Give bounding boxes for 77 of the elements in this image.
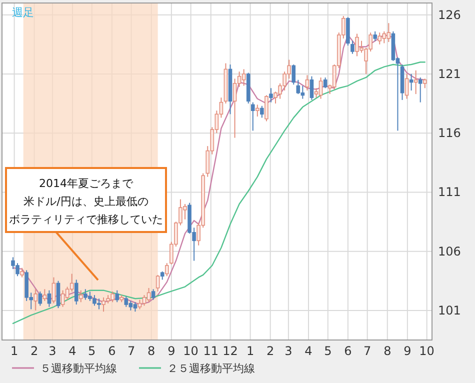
y-tick-label: 101 bbox=[438, 303, 461, 318]
x-tick-label: 8 bbox=[148, 344, 156, 358]
annotation: 2014年夏ごろまで bbox=[39, 177, 134, 190]
x-tick-label: 1 bbox=[10, 344, 18, 358]
candlestick bbox=[115, 290, 119, 303]
candlestick bbox=[409, 73, 414, 91]
candlestick bbox=[34, 288, 38, 311]
x-tick-label: 11 bbox=[203, 344, 218, 358]
x-tick-label: 9 bbox=[404, 344, 412, 358]
candlestick bbox=[404, 73, 409, 100]
legend-label: ５週移動平均線 bbox=[40, 362, 117, 375]
candlestick bbox=[300, 85, 305, 100]
chart-title: 週足 bbox=[12, 6, 34, 19]
candlestick bbox=[414, 70, 418, 95]
candlestick bbox=[74, 279, 78, 306]
x-tick-label: 2 bbox=[266, 344, 274, 358]
candlestick bbox=[260, 105, 264, 118]
candlestick bbox=[269, 88, 273, 103]
y-tick-label: 106 bbox=[438, 244, 461, 258]
y-tick-label: 111 bbox=[438, 185, 461, 200]
candlestick bbox=[156, 274, 160, 292]
candlestick bbox=[38, 291, 42, 306]
x-tick-label: 4 bbox=[304, 344, 312, 358]
candlestick bbox=[296, 79, 300, 95]
candlestick bbox=[128, 300, 133, 311]
candlestick bbox=[164, 262, 169, 277]
candlestick bbox=[305, 74, 310, 91]
candlestick bbox=[124, 296, 128, 308]
candlestick bbox=[47, 290, 52, 308]
x-tick-label: 6 bbox=[344, 344, 352, 358]
candlestick bbox=[242, 68, 246, 86]
candlestick bbox=[318, 76, 323, 100]
x-tick-label: 2 bbox=[30, 344, 38, 358]
x-tick-label: 7 bbox=[128, 344, 136, 358]
candlestick bbox=[378, 32, 382, 45]
candlestick bbox=[52, 276, 56, 304]
candlestick bbox=[20, 267, 24, 278]
x-tick-label: 5 bbox=[324, 344, 332, 358]
x-tick-label: 5 bbox=[88, 344, 96, 358]
candlestick bbox=[418, 76, 422, 103]
candlestick bbox=[323, 76, 328, 89]
x-tick-label: 9 bbox=[168, 344, 176, 358]
candlestick bbox=[56, 280, 60, 309]
x-tick-label: 12 bbox=[222, 344, 238, 358]
annotation: 米ドル/円は、史上最低の bbox=[24, 195, 148, 208]
candlestick bbox=[60, 290, 65, 308]
x-tick-label: 6 bbox=[108, 344, 116, 358]
candlestick bbox=[78, 290, 83, 303]
candlestick bbox=[250, 102, 255, 132]
y-tick-label: 121 bbox=[438, 66, 461, 81]
candlestick bbox=[256, 104, 260, 118]
candlestick bbox=[133, 302, 138, 312]
candlestick bbox=[292, 64, 296, 86]
legend-label: ２５週移動平均線 bbox=[167, 362, 255, 375]
candlestick bbox=[151, 288, 156, 300]
candlestick bbox=[386, 22, 391, 43]
candlestick bbox=[422, 78, 427, 89]
candlestick bbox=[138, 299, 142, 310]
x-tick-label: 3 bbox=[284, 344, 292, 358]
annotation: ボラティリティで推移していた bbox=[9, 213, 163, 226]
candlestick bbox=[42, 288, 47, 302]
x-tick-label: 3 bbox=[48, 344, 56, 358]
candlestick bbox=[232, 78, 237, 138]
x-tick-label: 7 bbox=[364, 344, 372, 358]
x-tick-label: 10 bbox=[183, 344, 198, 358]
x-tick-label: 8 bbox=[384, 344, 392, 358]
candlestick bbox=[142, 294, 146, 306]
candlestick bbox=[146, 287, 151, 303]
x-tick-label: 1 bbox=[246, 344, 254, 358]
candlestick bbox=[310, 76, 314, 100]
y-tick-label: 116 bbox=[438, 126, 461, 140]
candlestick bbox=[350, 40, 354, 54]
x-tick-label: 4 bbox=[68, 344, 76, 358]
candlestick bbox=[373, 30, 377, 42]
candlestick bbox=[264, 94, 268, 122]
y-tick-label: 126 bbox=[438, 8, 461, 22]
x-tick-label: 10 bbox=[419, 344, 434, 358]
